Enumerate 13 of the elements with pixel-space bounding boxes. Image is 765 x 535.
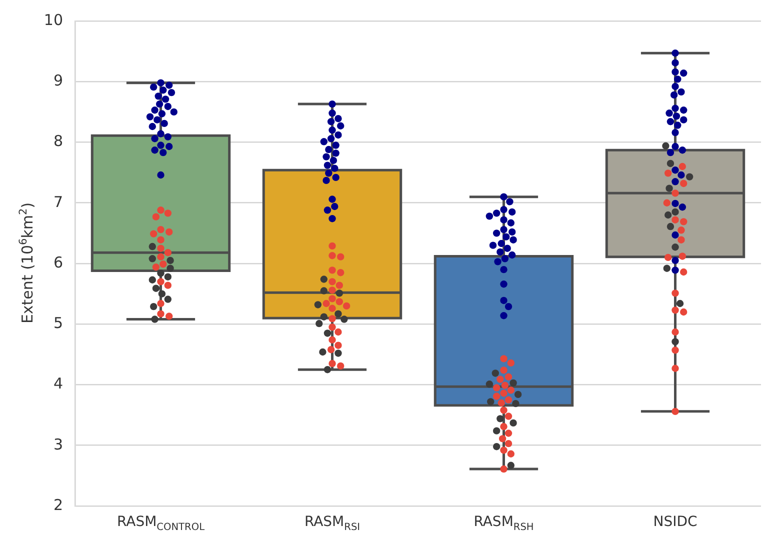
x-tick-label: NSIDC (653, 514, 698, 530)
y-tick-label: 9 (53, 72, 63, 90)
y-tick-label: 7 (53, 192, 63, 211)
y-tick-label: 6 (53, 253, 63, 272)
y-tick-label: 4 (53, 374, 63, 393)
y-tick-label: 2 (53, 496, 63, 514)
x-tick-label: RASM$_{RSI}$ (304, 514, 360, 533)
x-tick-label: RASM$_{RSH}$ (474, 514, 534, 533)
y-tick-label: 5 (53, 314, 63, 332)
x-tick-label: RASM$_{CONTROL}$ (116, 514, 205, 533)
y-tick-label: 3 (53, 435, 63, 454)
y-tick-label: 10 (44, 10, 63, 29)
y-tick-label: 8 (53, 132, 63, 150)
